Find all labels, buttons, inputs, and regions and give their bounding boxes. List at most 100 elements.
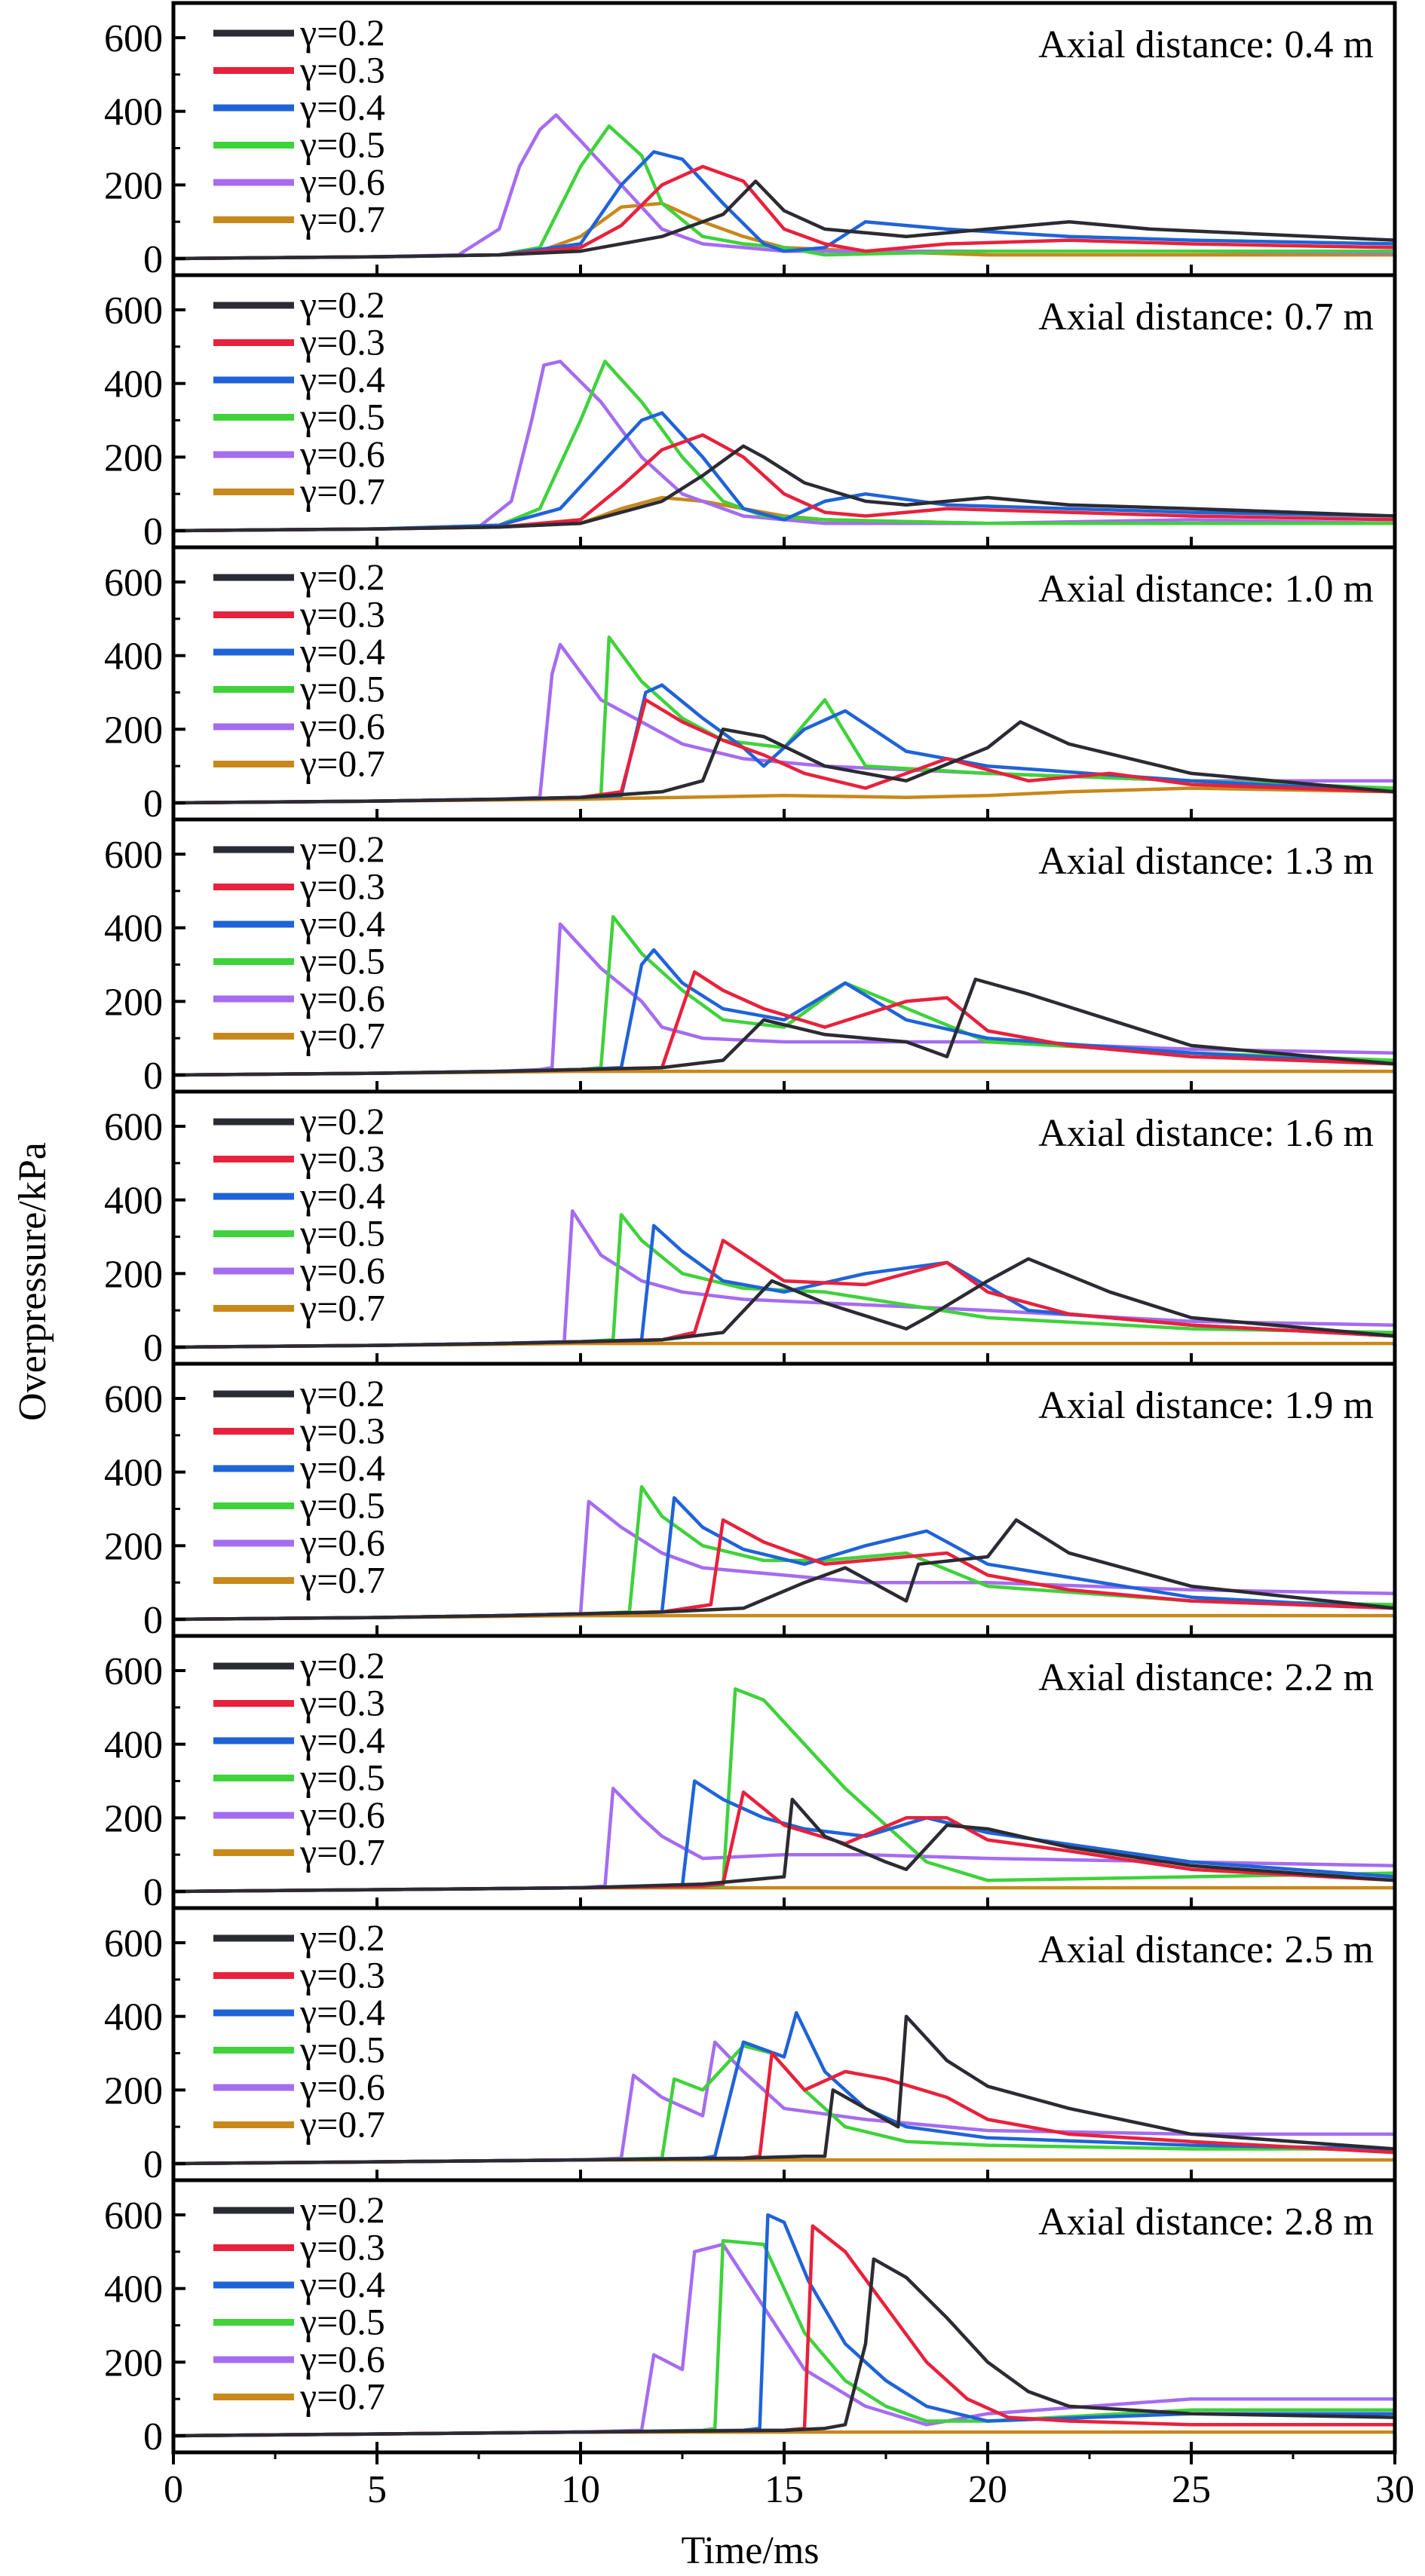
panel: 0 200 400 600 γ=0.2γ=0.3γ=0.4γ=0.5γ=0.6γ=0.7… [104,817,1397,1098]
legend-label: γ=0.5 [299,396,385,438]
x-tick-label: 15 [765,2468,804,2511]
y-tick-label: 200 [104,436,163,479]
series-lines [173,1209,1395,1349]
legend-label: γ=0.7 [299,470,385,513]
panel-label: Axial distance: 1.6 m [1038,1112,1374,1155]
y-tick-label: 400 [104,908,163,951]
y-tick-label: 200 [104,709,163,752]
y-tick-label: 200 [104,2069,163,2112]
legend-label: γ=0.5 [299,940,385,982]
series-lines [173,914,1395,1077]
y-tick-label: 0 [143,510,163,553]
x-tick-label: 20 [968,2468,1007,2511]
x-tick-label: 10 [561,2468,600,2511]
y-tick-label: 600 [104,1378,163,1421]
legend-label: γ=0.5 [299,2029,385,2071]
legend-label: γ=0.3 [299,1682,385,1724]
legend-label: γ=0.6 [299,1793,385,1836]
series-line [173,150,1395,261]
legend-label: γ=0.3 [299,865,385,908]
legend-label: γ=0.5 [299,2301,385,2343]
series-line [173,977,1395,1077]
legend-label: γ=0.6 [299,2338,385,2380]
legend-label: γ=0.4 [299,1447,385,1489]
legend-label: γ=0.4 [299,1991,385,2033]
legend-label: γ=0.4 [299,1175,385,1217]
legend-label: γ=0.2 [299,283,385,326]
legend-label: γ=0.2 [299,1644,385,1686]
legend-label: γ=0.4 [299,86,385,128]
legend-label: γ=0.7 [299,1287,385,1329]
y-tick-label: 600 [104,2195,163,2238]
x-axis: 0 5 10 15 20 25 30 [164,2452,1414,2511]
legend-label: γ=0.7 [299,1831,385,1873]
legend-label: γ=0.3 [299,321,385,363]
y-tick-label: 200 [104,164,163,207]
panel: 0 200 400 600 γ=0.2γ=0.3γ=0.4γ=0.5γ=0.6γ=0.7… [104,273,1397,553]
panel-label: Axial distance: 0.4 m [1038,23,1374,66]
y-tick-label: 0 [143,2415,163,2458]
legend-label: γ=0.3 [299,593,385,636]
panel-label: Axial distance: 1.9 m [1038,1384,1374,1427]
legend-label: γ=0.6 [299,705,385,747]
series-lines [173,2011,1395,2166]
y-axis-title: Overpressure/kPa [11,1142,54,1421]
series-lines [173,360,1395,533]
legend-label: γ=0.2 [299,1916,385,1959]
series-line [173,720,1395,805]
legend: γ=0.2γ=0.3γ=0.4γ=0.5γ=0.6γ=0.7 [213,1644,385,1873]
series-line [173,411,1395,533]
y-tick-label: 0 [143,238,163,281]
legend-label: γ=0.7 [299,198,385,240]
legend-label: γ=0.4 [299,902,385,945]
series-line [173,1797,1395,1894]
legend-label: γ=0.4 [299,630,385,672]
legend-label: γ=0.7 [299,1559,385,1601]
legend-label: γ=0.5 [299,1757,385,1799]
panel-label: Axial distance: 2.8 m [1038,2201,1374,2244]
legend-label: γ=0.3 [299,1954,385,1996]
series-line [173,2257,1395,2438]
y-tick-label: 0 [143,2143,163,2186]
y-tick-label: 0 [143,1327,163,1370]
y-tick-label: 0 [143,1871,163,1914]
series-line [173,1257,1395,1349]
panel-label: Axial distance: 2.5 m [1038,1928,1374,1971]
legend: γ=0.2γ=0.3γ=0.4γ=0.5γ=0.6γ=0.7 [213,11,385,240]
y-tick-label: 400 [104,1996,163,2039]
panel: 0 200 400 600 γ=0.2γ=0.3γ=0.4γ=0.5γ=0.6γ=0.7… [104,1362,1397,1642]
panel: 0 200 400 600 γ=0.2γ=0.3γ=0.4γ=0.5γ=0.6γ=0.7… [104,1634,1397,1914]
y-tick-label: 600 [104,1650,163,1693]
y-tick-label: 200 [104,1253,163,1296]
y-tick-label: 600 [104,289,163,332]
legend-label: γ=0.3 [299,49,385,91]
panel: 0 200 400 600 γ=0.2γ=0.3γ=0.4γ=0.5γ=0.6γ=0.7… [104,1,1397,281]
legend: γ=0.2γ=0.3γ=0.4γ=0.5γ=0.6γ=0.7 [213,1100,385,1329]
y-tick-label: 400 [104,1452,163,1495]
y-tick-label: 600 [104,1922,163,1965]
panel: 0 200 400 600 γ=0.2γ=0.3γ=0.4γ=0.5γ=0.6γ=0.7… [104,1906,1397,2186]
series-line [173,179,1395,261]
legend-label: γ=0.4 [299,1719,385,1761]
y-tick-label: 0 [143,1055,163,1098]
y-tick-label: 0 [143,783,163,825]
legend-label: γ=0.3 [299,1410,385,1452]
y-tick-label: 600 [104,834,163,877]
y-tick-label: 600 [104,562,163,605]
legend-label: γ=0.2 [299,2189,385,2231]
legend-label: γ=0.4 [299,358,385,400]
panel-label: Axial distance: 0.7 m [1038,296,1374,338]
series-lines [173,1687,1395,1894]
legend: γ=0.2γ=0.3γ=0.4γ=0.5γ=0.6γ=0.7 [213,1372,385,1601]
legend-label: γ=0.5 [299,1484,385,1527]
series-line [173,1518,1395,1622]
legend: γ=0.2γ=0.3γ=0.4γ=0.5γ=0.6γ=0.7 [213,2189,385,2418]
legend-label: γ=0.2 [299,556,385,598]
legend-label: γ=0.2 [299,11,385,54]
series-lines [173,636,1395,805]
panel: 0 200 400 600 γ=0.2γ=0.3γ=0.4γ=0.5γ=0.6γ=0.7… [104,2178,1397,2458]
legend-label: γ=0.7 [299,2103,385,2146]
legend-label: γ=0.6 [299,2066,385,2108]
legend-label: γ=0.6 [299,1249,385,1291]
